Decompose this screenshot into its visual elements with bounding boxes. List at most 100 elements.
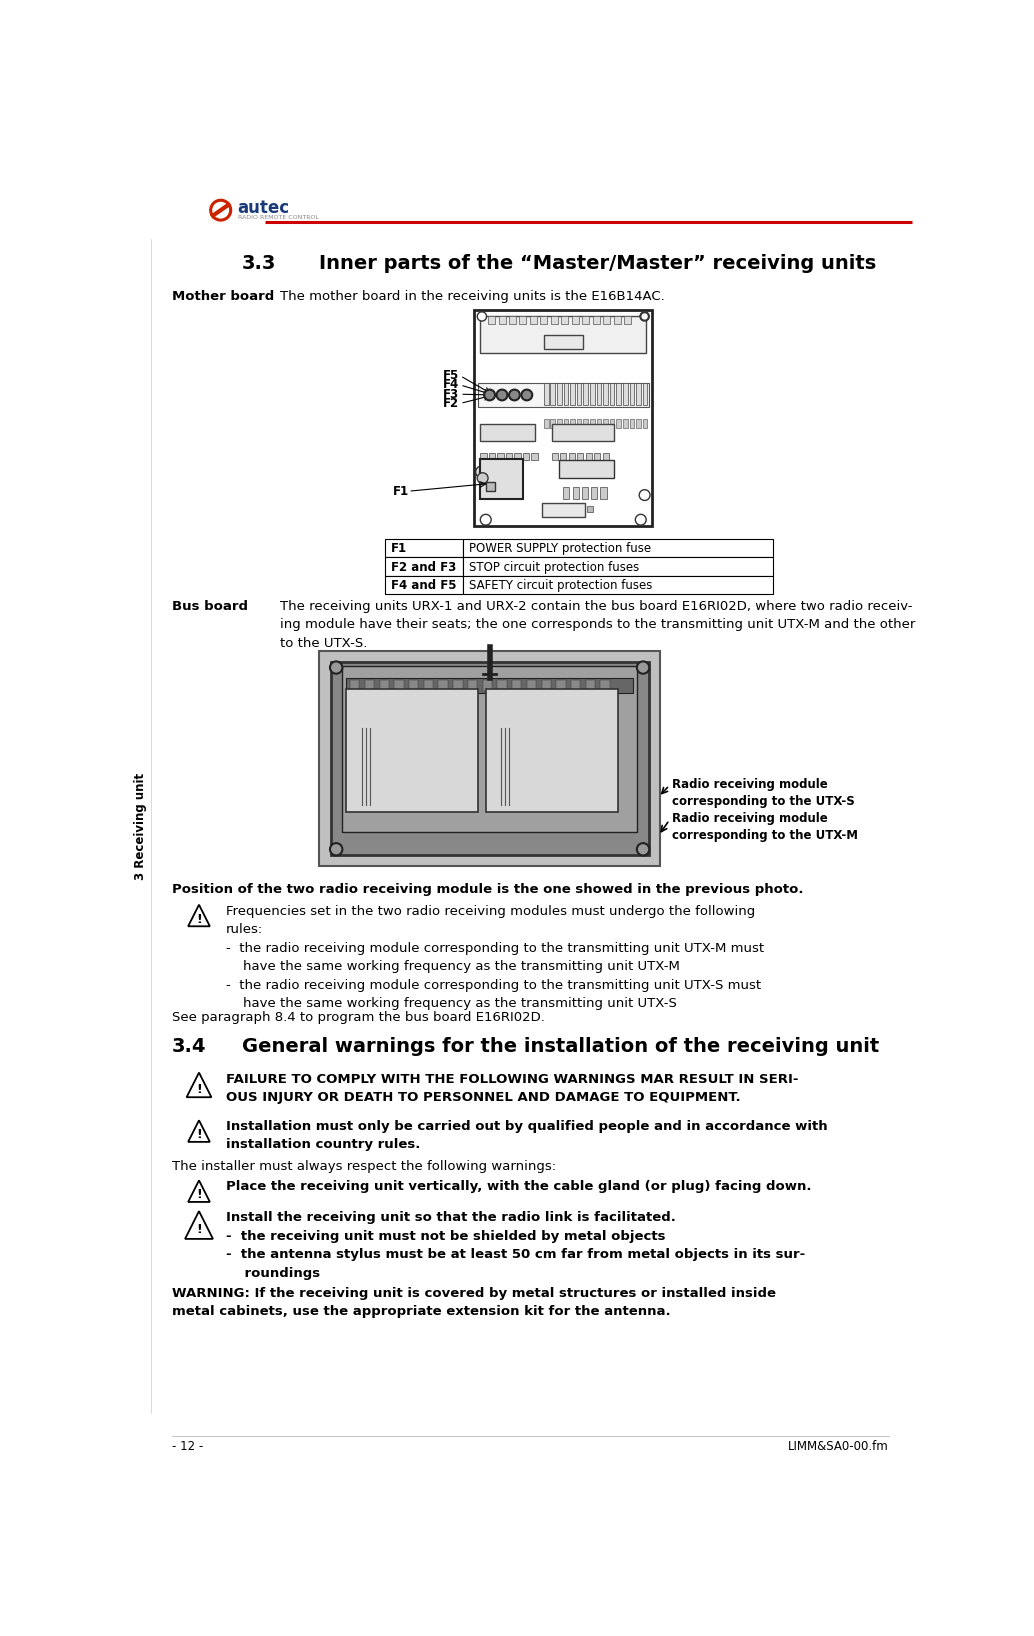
Bar	[643, 383, 647, 406]
Bar	[560, 453, 567, 460]
Text: Inner parts of the “Master/Master” receiving units: Inner parts of the “Master/Master” recei…	[320, 254, 877, 273]
Text: The receiving units URX-1 and URX-2 contain the bus board E16RI02D, where two ra: The receiving units URX-1 and URX-2 cont…	[280, 600, 916, 649]
Bar	[585, 681, 595, 690]
Circle shape	[481, 514, 491, 525]
Text: Place the receiving unit vertically, with the cable gland (or plug) facing down.: Place the receiving unit vertically, wit…	[226, 1181, 812, 1193]
Bar	[509, 316, 516, 324]
Bar	[394, 681, 403, 690]
Circle shape	[478, 473, 488, 484]
Bar	[570, 383, 575, 406]
Text: WARNING: If the receiving unit is covered by metal structures or installed insid: WARNING: If the receiving unit is covere…	[172, 1286, 776, 1317]
Bar	[597, 419, 601, 429]
Circle shape	[641, 312, 648, 321]
Bar	[544, 419, 548, 429]
Bar	[622, 383, 628, 406]
Bar	[462, 558, 772, 576]
Bar	[559, 460, 613, 478]
Bar	[585, 453, 591, 460]
Bar	[556, 681, 566, 690]
Bar	[622, 419, 628, 429]
Text: LIMM&SA0-00.fm: LIMM&SA0-00.fm	[788, 1440, 889, 1453]
Bar	[481, 458, 523, 499]
Bar	[489, 453, 495, 460]
Text: The mother board in the receiving units is the E16B14AC.: The mother board in the receiving units …	[280, 290, 665, 303]
Text: Install the receiving unit so that the radio link is facilitated.
-  the receivi: Install the receiving unit so that the r…	[226, 1211, 805, 1279]
Bar	[481, 453, 487, 460]
Bar	[572, 316, 579, 324]
Circle shape	[330, 661, 342, 674]
Bar	[481, 424, 535, 442]
Bar	[486, 483, 495, 491]
Bar	[601, 681, 610, 690]
Circle shape	[484, 389, 495, 401]
Text: SAFETY circuit protection fuses: SAFETY circuit protection fuses	[468, 579, 652, 592]
Polygon shape	[185, 1211, 213, 1238]
Bar	[577, 453, 583, 460]
Bar	[438, 681, 448, 690]
Bar	[590, 383, 595, 406]
Bar	[564, 419, 569, 429]
Bar	[342, 666, 637, 831]
Text: autec: autec	[238, 200, 290, 218]
Bar	[613, 316, 620, 324]
Bar	[385, 538, 462, 558]
Bar	[557, 419, 561, 429]
Bar	[542, 502, 585, 517]
Bar	[577, 419, 581, 429]
Bar	[630, 419, 634, 429]
Bar	[603, 453, 609, 460]
Text: See paragraph 8.4 to program the bus board E16RI02D.: See paragraph 8.4 to program the bus boa…	[172, 1011, 545, 1024]
Bar	[625, 316, 631, 324]
Circle shape	[210, 200, 232, 221]
Text: F1: F1	[393, 484, 408, 497]
Text: F5: F5	[444, 370, 459, 383]
Bar	[573, 486, 579, 499]
Bar	[320, 651, 660, 865]
Text: RADIO REMOTE CONTROL: RADIO REMOTE CONTROL	[238, 214, 318, 219]
Bar	[569, 453, 575, 460]
Polygon shape	[188, 1181, 210, 1202]
Polygon shape	[188, 1121, 210, 1142]
Bar	[453, 681, 462, 690]
Bar	[523, 453, 529, 460]
Polygon shape	[186, 1073, 211, 1098]
Text: Radio receiving module
corresponding to the UTX-M: Radio receiving module corresponding to …	[672, 813, 858, 843]
Text: STOP circuit protection fuses: STOP circuit protection fuses	[468, 561, 639, 574]
Text: 3 Receiving unit: 3 Receiving unit	[133, 772, 147, 880]
Bar	[542, 681, 551, 690]
Bar	[497, 681, 507, 690]
Text: F4 and F5: F4 and F5	[391, 579, 457, 592]
Text: F4: F4	[444, 378, 459, 391]
Text: POWER SUPPLY protection fuse: POWER SUPPLY protection fuse	[468, 543, 650, 556]
Bar	[551, 316, 557, 324]
Bar	[597, 383, 601, 406]
Bar	[590, 419, 595, 429]
Bar	[550, 383, 555, 406]
Bar	[570, 419, 575, 429]
Circle shape	[478, 312, 487, 321]
Bar	[481, 316, 646, 353]
Bar	[551, 453, 557, 460]
Bar	[475, 311, 652, 525]
Bar	[582, 486, 588, 499]
Bar	[601, 486, 607, 499]
Bar	[603, 419, 608, 429]
Bar	[583, 383, 588, 406]
Bar	[512, 681, 521, 690]
Text: F2: F2	[444, 398, 459, 411]
Bar	[409, 681, 419, 690]
Bar	[636, 383, 641, 406]
Bar	[557, 383, 561, 406]
Circle shape	[509, 389, 520, 401]
Bar	[385, 558, 462, 576]
Bar	[603, 383, 608, 406]
Bar	[603, 316, 610, 324]
Circle shape	[330, 843, 342, 856]
Bar	[351, 681, 360, 690]
Bar	[591, 486, 598, 499]
Text: The installer must always respect the following warnings:: The installer must always respect the fo…	[172, 1160, 556, 1173]
Bar	[583, 419, 588, 429]
Bar	[564, 506, 570, 512]
Bar	[564, 486, 570, 499]
Bar	[531, 453, 538, 460]
